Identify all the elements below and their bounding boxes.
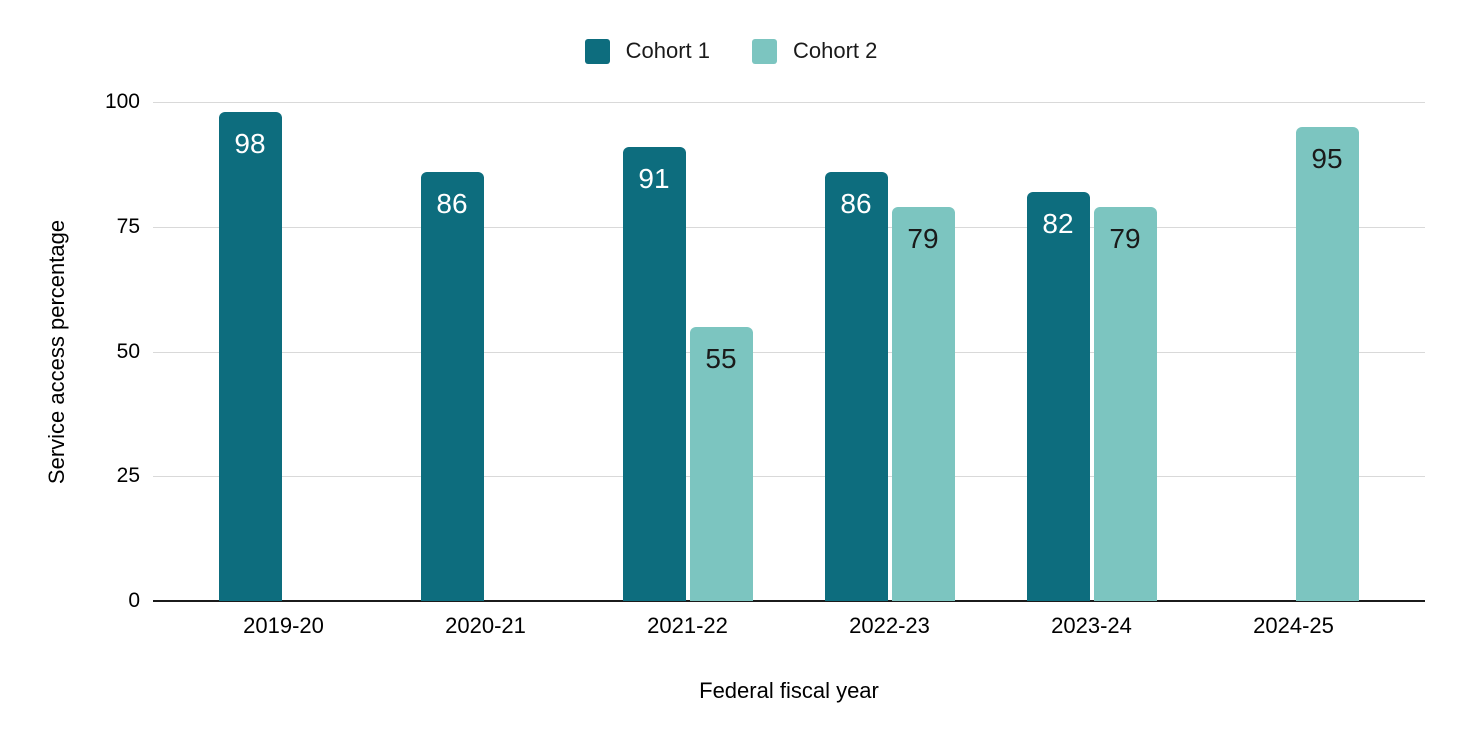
x-axis-line: [153, 600, 1425, 602]
bar-cohort1-2019-20: [218, 111, 282, 601]
y-tick-label-50: 50: [116, 339, 140, 363]
bar-cohort2-2022-23: [891, 206, 955, 601]
x-tick-label-2020-21: 2020-21: [445, 613, 526, 638]
x-tick-label-2023-24: 2023-24: [1051, 613, 1132, 638]
value-label-cohort2-2021-22: 55: [705, 342, 737, 374]
bar-cohort1-2020-21: [420, 171, 484, 601]
y-tick-label-75: 75: [116, 214, 140, 238]
legend-label-cohort-2: Cohort 2: [793, 38, 878, 63]
chart-legend: Cohort 1 Cohort 2: [0, 38, 1462, 64]
gridline-50: [153, 351, 1425, 353]
value-label-cohort1-2022-23: 86: [840, 187, 872, 219]
x-axis-title: Federal fiscal year: [699, 678, 879, 703]
legend-item-cohort-1: Cohort 1: [584, 38, 710, 64]
y-tick-label-25: 25: [116, 464, 140, 488]
value-label-cohort2-2024-25: 95: [1311, 142, 1343, 174]
legend-swatch-cohort-2: [752, 38, 777, 64]
legend-label-cohort-1: Cohort 1: [625, 38, 710, 63]
gridline-75: [153, 226, 1425, 228]
bar-cohort1-2023-24: [1026, 191, 1090, 601]
value-label-cohort1-2021-22: 91: [638, 162, 670, 194]
y-tick-label-100: 100: [104, 90, 140, 113]
gridline-100: [153, 102, 1425, 103]
value-label-cohort1-2023-24: 82: [1042, 207, 1074, 239]
x-tick-label-2024-25: 2024-25: [1253, 613, 1334, 638]
bar-cohort1-2022-23: [824, 171, 888, 601]
bar-cohort1-2021-22: [622, 146, 686, 601]
value-label-cohort2-2022-23: 79: [907, 222, 939, 254]
value-label-cohort2-2023-24: 79: [1109, 222, 1141, 254]
x-tick-label-2019-20: 2019-20: [243, 613, 324, 638]
gridline-25: [153, 476, 1425, 478]
value-label-cohort1-2020-21: 86: [436, 187, 468, 219]
x-tick-label-2021-22: 2021-22: [647, 613, 728, 638]
bar-cohort2-2023-24: [1093, 206, 1157, 601]
bar-cohort2-2024-25: [1295, 126, 1359, 601]
legend-swatch-cohort-1: [584, 38, 610, 64]
legend-item-cohort-2: Cohort 2: [752, 38, 877, 64]
value-label-cohort1-2019-20: 98: [234, 127, 266, 159]
bar-cohort2-2021-22: [689, 326, 753, 601]
x-tick-label-2022-23: 2022-23: [849, 613, 930, 638]
y-tick-label-0: 0: [128, 589, 140, 612]
